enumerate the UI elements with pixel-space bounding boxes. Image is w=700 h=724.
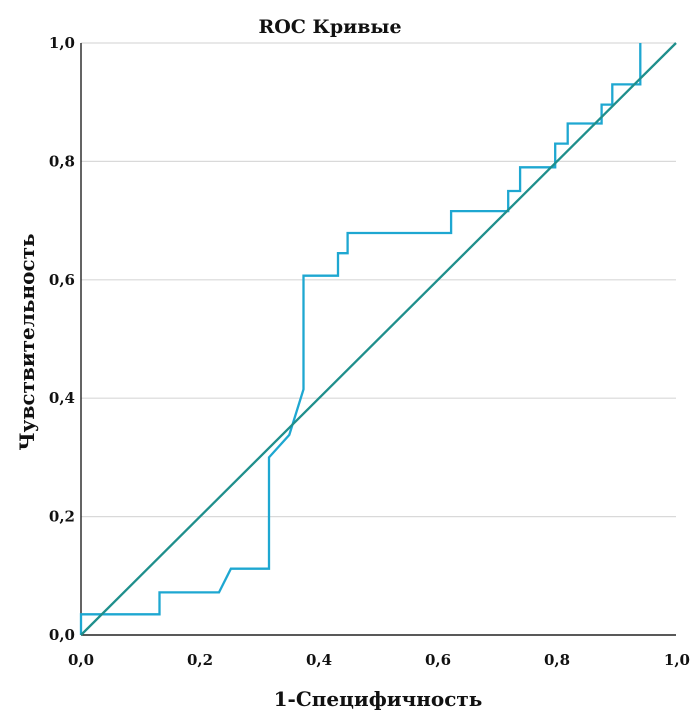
x-tick-label: 0,8: [544, 651, 570, 669]
x-tick-label: 0,4: [306, 651, 332, 669]
x-tick-label: 0,6: [425, 651, 451, 669]
axes: [80, 43, 676, 636]
chart-title: ROC Кривые: [258, 16, 401, 38]
series-lines: [79, 42, 677, 636]
y-tick-label: 0,0: [49, 626, 75, 644]
x-tick-label: 0,0: [68, 651, 94, 669]
x-tick-label: 0,2: [187, 651, 213, 669]
x-tick-label: 1,0: [664, 651, 690, 669]
x-axis-label: 1-Специфичность: [274, 687, 483, 711]
y-tick-label: 0,8: [49, 152, 75, 170]
y-tick-label: 0,4: [49, 389, 75, 407]
roc-curve-line: [79, 43, 642, 635]
reference-diagonal-line: [80, 42, 677, 636]
y-tick-label: 0,2: [49, 508, 75, 526]
tick-labels: 0,0 0,2 0,4 0,6 0,8 1,0 0,0 0,2 0,4 0,6 0,8 1,0: [49, 34, 690, 669]
y-tick-label: 0,6: [49, 271, 75, 289]
y-tick-label: 1,0: [49, 34, 75, 52]
grid-lines: [81, 42, 676, 518]
y-axis-label: Чувствительность: [15, 233, 39, 450]
